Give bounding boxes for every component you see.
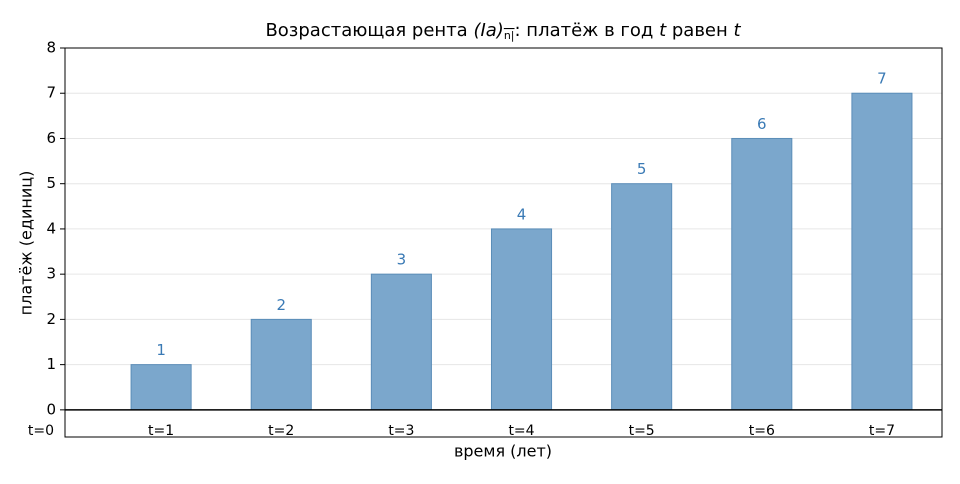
- time-label: t=0: [28, 423, 54, 439]
- time-label: t=7: [869, 423, 895, 439]
- bar: [490, 228, 553, 411]
- value-label: 6: [757, 115, 767, 133]
- value-label: 3: [397, 251, 407, 269]
- title-part: (Ia): [473, 20, 503, 41]
- time-label: t=3: [388, 423, 414, 439]
- value-label: 7: [877, 70, 887, 88]
- time-label: t=4: [508, 423, 534, 439]
- y-tick-label: 4: [46, 219, 56, 237]
- y-tick-label: 7: [46, 84, 56, 102]
- chart-title: Возрастающая рента (Ia)n|: платёж в год …: [265, 20, 741, 42]
- value-label: 2: [276, 296, 286, 314]
- bar: [731, 137, 793, 411]
- bar: [851, 92, 913, 411]
- time-label: t=5: [629, 423, 655, 439]
- time-label: t=6: [749, 423, 775, 439]
- title-part: t: [734, 20, 742, 41]
- y-tick-label: 6: [46, 129, 56, 147]
- y-tick-label: 2: [46, 310, 56, 328]
- value-label: 4: [517, 205, 527, 223]
- value-label: 5: [637, 160, 647, 178]
- time-label: t=2: [268, 423, 294, 439]
- y-axis-label: платёж (единиц): [17, 171, 36, 316]
- title-part: равен: [666, 20, 733, 41]
- title-part: n|: [504, 29, 515, 42]
- y-tick-label: 3: [46, 265, 56, 283]
- y-tick-label: 1: [46, 355, 56, 373]
- bar: [370, 273, 432, 411]
- value-label: 1: [156, 341, 166, 359]
- y-tick-label: 5: [46, 174, 56, 192]
- bar: [250, 318, 312, 411]
- title-part: : платёж в год: [515, 20, 660, 41]
- y-tick-label: 0: [46, 400, 56, 418]
- y-tick-label: 8: [46, 39, 56, 57]
- bar: [611, 183, 673, 411]
- plot-frame: [64, 47, 943, 438]
- bar: [130, 364, 192, 411]
- x-axis-label: время (лет): [454, 442, 552, 461]
- time-label: t=1: [148, 423, 174, 439]
- title-part: Возрастающая рента: [265, 20, 473, 41]
- title-part: t: [659, 20, 667, 41]
